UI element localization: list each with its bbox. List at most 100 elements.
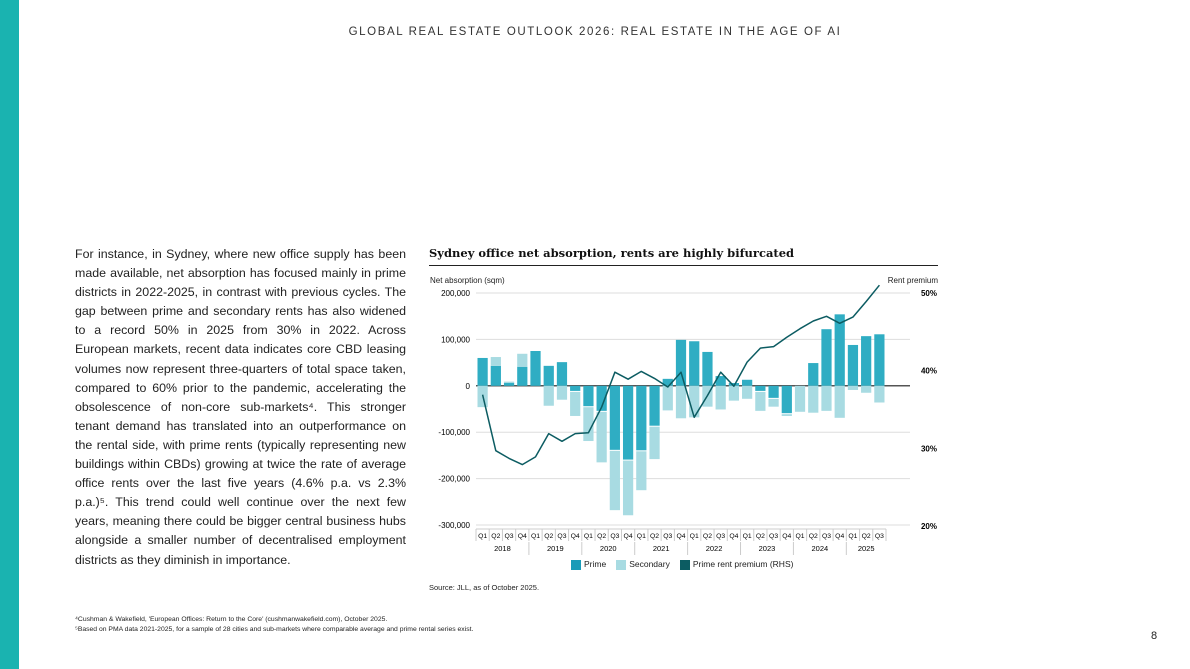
bar-prime bbox=[702, 351, 713, 386]
bar-prime bbox=[543, 365, 554, 386]
bar-secondary bbox=[847, 385, 859, 390]
bar-secondary bbox=[583, 407, 594, 442]
x-tick-quarter: Q2 bbox=[703, 533, 712, 540]
bar-prime bbox=[675, 339, 687, 386]
x-tick-quarter: Q4 bbox=[518, 533, 527, 540]
bar-prime bbox=[556, 362, 568, 386]
bar-prime bbox=[768, 385, 779, 398]
x-tick-quarter: Q4 bbox=[624, 533, 633, 540]
y2-axis-label: Rent premium bbox=[887, 276, 938, 285]
chart-title-rule bbox=[429, 265, 938, 266]
x-tick-quarter: Q3 bbox=[663, 533, 672, 540]
y-tick-label: 100,000 bbox=[441, 335, 470, 344]
y-tick-label: -100,000 bbox=[438, 428, 470, 437]
bar-secondary bbox=[874, 385, 885, 403]
legend-item-rent-premium: Prime rent premium (RHS) bbox=[679, 559, 794, 570]
x-tick-quarter: Q2 bbox=[756, 533, 765, 540]
bar-secondary bbox=[689, 385, 700, 418]
bar-prime bbox=[861, 336, 872, 386]
bar-secondary bbox=[675, 385, 687, 419]
bar-secondary bbox=[636, 451, 647, 491]
chart-legend: Prime Secondary Prime rent premium (RHS) bbox=[571, 559, 793, 570]
x-tick-quarter: Q3 bbox=[875, 533, 884, 540]
bar-prime bbox=[808, 363, 819, 386]
footnote-5: ⁵Based on PMA data 2021-2025, for a samp… bbox=[75, 626, 474, 633]
bar-prime bbox=[583, 385, 594, 407]
y-axis-label: Net absorption (sqm) bbox=[430, 276, 505, 285]
bar-prime bbox=[636, 385, 647, 451]
x-tick-quarter: Q3 bbox=[610, 533, 619, 540]
bar-secondary bbox=[808, 385, 819, 413]
legend-label: Prime rent premium (RHS) bbox=[692, 559, 794, 569]
page-number: 8 bbox=[1151, 630, 1158, 642]
bar-prime bbox=[622, 385, 634, 460]
x-tick-year: 2025 bbox=[858, 544, 875, 553]
x-tick-year: 2024 bbox=[812, 544, 829, 553]
y2-tick-label: 40% bbox=[921, 367, 937, 376]
sidebar-accent-bar bbox=[0, 0, 19, 669]
x-tick-year: 2022 bbox=[706, 544, 723, 553]
bar-prime bbox=[689, 341, 700, 386]
bar-prime bbox=[517, 366, 528, 386]
x-tick-year: 2021 bbox=[653, 544, 670, 553]
chart-title: Sydney office net absorption, rents are … bbox=[429, 246, 795, 260]
x-tick-quarter: Q1 bbox=[743, 533, 752, 540]
bar-secondary bbox=[596, 411, 607, 463]
bar-prime bbox=[570, 385, 581, 391]
x-tick-year: 2023 bbox=[759, 544, 776, 553]
bar-secondary bbox=[490, 357, 501, 366]
bar-secondary bbox=[503, 381, 515, 384]
x-tick-quarter: Q2 bbox=[809, 533, 818, 540]
bar-secondary bbox=[768, 398, 779, 407]
x-tick-quarter: Q1 bbox=[690, 533, 699, 540]
x-tick-year: 2020 bbox=[600, 544, 617, 553]
bar-prime bbox=[821, 329, 832, 386]
y-tick-label: -300,000 bbox=[438, 521, 470, 530]
legend-label: Prime bbox=[584, 559, 607, 569]
chart-svg: 200,000 100,000 0 -100,000 -200,000 -300,000 5… bbox=[438, 284, 937, 555]
bar-prime bbox=[755, 385, 766, 391]
bar-prime bbox=[781, 385, 792, 414]
y2-tick-label: 50% bbox=[921, 289, 937, 298]
bar-secondary bbox=[821, 385, 832, 411]
x-tick-quarter: Q1 bbox=[584, 533, 593, 540]
x-tick-quarter: Q1 bbox=[531, 533, 540, 540]
bar-prime bbox=[715, 376, 726, 386]
bar-prime bbox=[847, 344, 859, 386]
bar-prime bbox=[609, 385, 620, 450]
bar-prime bbox=[503, 383, 515, 386]
x-tick-quarter: Q1 bbox=[795, 533, 804, 540]
bar-secondary bbox=[556, 385, 568, 400]
bar-prime bbox=[477, 357, 488, 386]
bar-prime bbox=[530, 351, 541, 386]
body-paragraph: For instance, in Sydney, where new offic… bbox=[75, 247, 406, 567]
y-tick-label: 200,000 bbox=[441, 289, 470, 298]
x-tick-quarter: Q2 bbox=[650, 533, 659, 540]
bar-prime bbox=[728, 383, 740, 386]
bar-secondary bbox=[517, 353, 528, 367]
y-tick-label: 0 bbox=[466, 382, 471, 391]
bar-secondary bbox=[543, 385, 554, 406]
bar-secondary bbox=[715, 385, 726, 410]
x-tick-year: 2019 bbox=[547, 544, 564, 553]
page-header: GLOBAL REAL ESTATE OUTLOOK 2026: REAL ES… bbox=[348, 26, 842, 38]
x-tick-quarter: Q1 bbox=[848, 533, 857, 540]
line-rent-premium bbox=[481, 284, 880, 466]
x-tick-quarter: Q1 bbox=[637, 533, 646, 540]
bar-secondary bbox=[570, 391, 581, 416]
bar-secondary bbox=[794, 385, 806, 412]
legend-item-prime: Prime bbox=[571, 559, 606, 570]
x-tick-quarter: Q4 bbox=[835, 533, 844, 540]
bar-prime bbox=[596, 385, 607, 411]
chart-source: Source: JLL, as of October 2025. bbox=[429, 583, 540, 592]
x-tick-quarter: Q2 bbox=[491, 533, 500, 540]
bar-secondary bbox=[834, 385, 845, 418]
x-tick-quarter: Q3 bbox=[557, 533, 566, 540]
bar-secondary bbox=[649, 426, 660, 460]
x-tick-quarter: Q3 bbox=[769, 533, 778, 540]
bar-prime bbox=[874, 334, 885, 386]
x-tick-quarter: Q2 bbox=[597, 533, 606, 540]
y2-tick-label: 20% bbox=[921, 522, 937, 531]
x-tick-quarter: Q4 bbox=[571, 533, 580, 540]
bar-secondary bbox=[861, 385, 872, 393]
